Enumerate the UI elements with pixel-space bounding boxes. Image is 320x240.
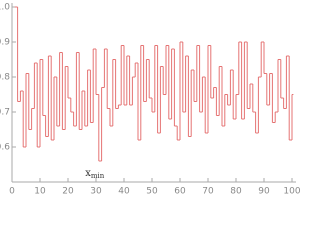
x-tick-label: 70 — [202, 187, 214, 197]
annotation: xmin — [85, 168, 105, 181]
y-tick-label: 0.9 — [0, 38, 10, 48]
x-tick-label: 20 — [62, 187, 74, 197]
y-tick-label: 1.0 — [0, 3, 10, 13]
x-tick-label: 40 — [118, 187, 130, 197]
x-tick-label: 60 — [174, 187, 186, 197]
x-tick-label: 0 — [9, 187, 15, 197]
x-tick-label: 30 — [90, 187, 102, 197]
chart: 0.6 0.7 0.8 0.9 1.0 0 10 20 30 40 50 60 70 80 90 100 xmi… — [0, 3, 300, 197]
annotation-subscript: min — [91, 172, 105, 180]
x-tick-label: 50 — [146, 187, 158, 197]
x-tick-label: 80 — [230, 187, 242, 197]
y-tick-label: 0.6 — [0, 143, 10, 153]
x-tick-label: 90 — [258, 187, 270, 197]
y-tick-label: 0.7 — [0, 108, 10, 118]
x-tick-label: 100 — [283, 187, 300, 197]
x-tick-label: 10 — [34, 187, 46, 197]
y-tick-label: 0.8 — [0, 73, 10, 83]
annotation-text: x — [85, 168, 91, 179]
